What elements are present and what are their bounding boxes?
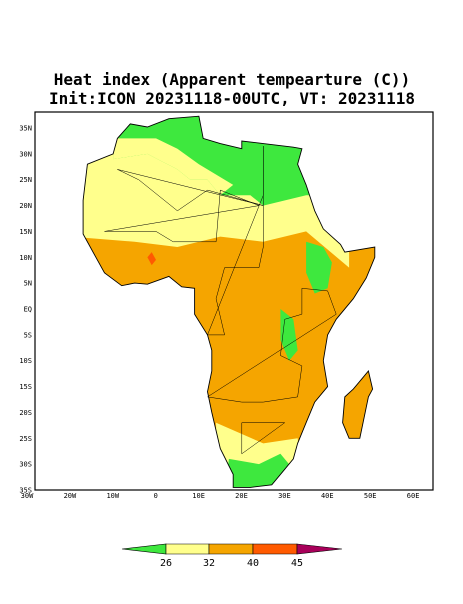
coastline	[82, 115, 376, 488]
lon-label: 20W	[64, 492, 77, 500]
lat-label: 20S	[19, 409, 32, 417]
lat-label: 15N	[19, 228, 32, 236]
colorbar-segment	[165, 543, 210, 555]
colorbar-segment	[121, 543, 167, 555]
colorbar-label: 40	[247, 558, 259, 569]
title-line-1: Heat index (Apparent tempearture (C))	[54, 70, 410, 89]
lon-label: 60E	[407, 492, 420, 500]
colorbar-label: 32	[203, 558, 215, 569]
map	[82, 115, 376, 488]
lat-label: 30S	[19, 461, 32, 469]
lat-label: 35N	[19, 125, 32, 133]
colorbar-segment	[252, 543, 298, 555]
lon-label: 20E	[235, 492, 248, 500]
lat-label: 20N	[19, 202, 32, 210]
lon-label: 30E	[278, 492, 291, 500]
colorbar: 26 32 40 45	[121, 543, 343, 569]
lat-label: 25S	[19, 435, 32, 443]
lat-label: 30N	[19, 150, 32, 158]
colorbar-label: 45	[291, 558, 303, 569]
lat-label: EQ	[24, 306, 32, 314]
lon-label: 10W	[106, 492, 119, 500]
lat-label: 25N	[19, 176, 32, 184]
colorbar-segment	[296, 543, 343, 555]
zone-green-east	[280, 309, 298, 361]
lon-label: 10E	[192, 492, 205, 500]
lon-label: 50E	[364, 492, 377, 500]
lat-label: 5S	[24, 331, 32, 339]
borders	[104, 146, 337, 455]
colorbar-segment	[208, 543, 254, 555]
lat-label: 15S	[19, 383, 32, 391]
title-line-2: Init:ICON 20231118-00UTC, VT: 20231118	[49, 89, 415, 108]
zone-red-spot	[147, 252, 156, 266]
colorbar-label: 26	[160, 558, 172, 569]
zone-green-ethiopia	[306, 241, 332, 294]
lat-label: 5N	[24, 280, 32, 288]
lon-label: 0	[154, 492, 158, 500]
zone-yellow-north	[113, 138, 234, 196]
lon-label: 40E	[321, 492, 334, 500]
axis-labels: 35N 30N 25N 20N 15N 10N 5N EQ 5S 10S 15S 20S 25S 30S 3…	[19, 125, 419, 501]
lat-label: 35S	[19, 487, 32, 495]
lon-label: 30W	[21, 492, 34, 500]
lat-label: 10N	[19, 254, 32, 262]
map-frame	[34, 111, 434, 491]
lat-label: 10S	[19, 357, 32, 365]
